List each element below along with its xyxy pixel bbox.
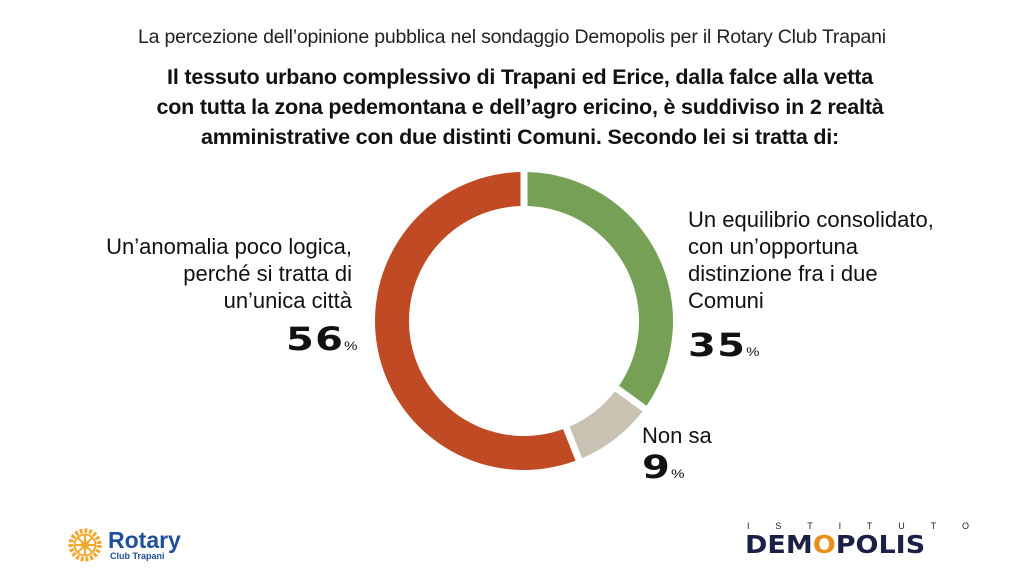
istituto-letter: S — [775, 521, 782, 531]
istituto-label: I S T I T U T O — [745, 521, 971, 531]
slice-label-line: Un equilibrio consolidato, — [688, 207, 934, 232]
istituto-letter: U — [898, 521, 905, 531]
survey-question: Il tessuto urbano complessivo di Trapani… — [90, 62, 950, 152]
brand-o-accent: O — [812, 530, 836, 559]
rotary-name: Rotary — [108, 527, 181, 553]
value-number: 35 — [688, 326, 747, 364]
survey-subtitle: La percezione dell’opinione pubblica nel… — [138, 26, 886, 48]
percent-symbol: % — [671, 467, 685, 481]
brand-part: DEM — [745, 530, 813, 559]
brand-part: POLIS — [835, 530, 926, 559]
slice-label-line: distinzione fra i due — [688, 261, 878, 286]
slice-label-line: perché si tratta di — [183, 261, 352, 286]
demopolis-logo: I S T I T U T O DEMOPOLIS — [745, 521, 971, 559]
demopolis-wordmark: DEMOPOLIS — [745, 531, 989, 559]
slice-label-line: Comuni — [688, 288, 764, 313]
slice-label-equilibrio: Un equilibrio consolidato, con un’opport… — [688, 206, 934, 314]
slice-label-nonsa: Non sa — [642, 422, 712, 449]
slice-label-line: un’unica città — [223, 288, 352, 313]
percent-symbol: % — [344, 339, 358, 353]
slice-label-anomalia: Un’anomalia poco logica, perché si tratt… — [106, 233, 352, 314]
istituto-letter: T — [866, 521, 873, 531]
donut-slice-nonsa — [569, 391, 643, 459]
slice-value-anomalia: 56% — [286, 320, 358, 358]
question-line: amministrative con due distinti Comuni. … — [200, 125, 840, 149]
istituto-letter: I — [747, 521, 750, 531]
rotary-wheel-icon — [68, 528, 102, 562]
percent-symbol: % — [746, 345, 760, 359]
rotary-logo: Rotary Club Trapani — [66, 526, 181, 564]
slice-value-nonsa: 9% — [642, 448, 684, 486]
question-line: con tutta la zona pedemontana e dell’agr… — [156, 95, 884, 119]
slice-label-line: Un’anomalia poco logica, — [106, 234, 352, 259]
rotary-club: Club Trapani — [110, 551, 165, 561]
value-number: 56 — [286, 320, 345, 358]
donut-slice-anomalia — [374, 172, 576, 471]
value-number: 9 — [642, 448, 672, 486]
istituto-letter: T — [807, 521, 813, 531]
slice-value-equilibrio: 35% — [688, 326, 760, 364]
question-line: Il tessuto urbano complessivo di Trapani… — [167, 65, 873, 89]
istituto-letter: I — [838, 521, 842, 531]
istituto-letter: O — [961, 521, 969, 531]
istituto-letter: T — [930, 521, 937, 531]
slice-label-line: con un’opportuna — [688, 234, 859, 259]
slice-label-line: Non sa — [642, 423, 712, 448]
donut-slice-equilibrio — [527, 172, 673, 406]
